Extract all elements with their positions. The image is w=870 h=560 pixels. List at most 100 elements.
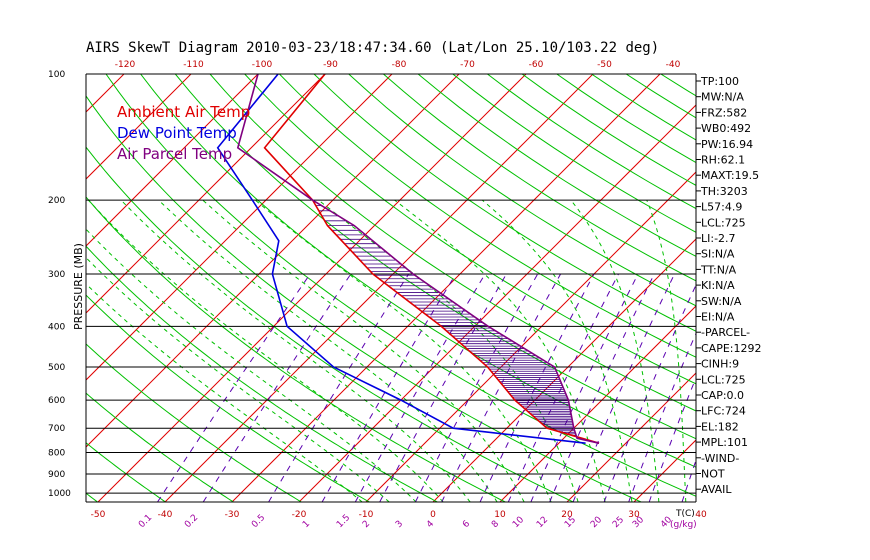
mixing-ratio-line [681,458,696,502]
mixing-ratio-tick-label: 1.5 [335,513,352,530]
sidebar-index-line: RH:62.1 [701,154,745,167]
dry-adiabat-line [209,74,696,412]
mixing-ratio-tick-label: 12 [535,515,550,530]
top-temp-tick-label: -40 [666,60,681,70]
mixing-ratio-line [479,273,595,502]
sidebar-index-line: TH:3203 [700,185,748,198]
bottom-temp-tick-label: -20 [292,510,307,520]
mixing-ratio-line [354,273,486,502]
dry-adiabat-line [140,74,696,468]
sidebar-index-line: FRZ:582 [701,106,747,119]
y-axis-label: PRESSURE (MB) [72,243,85,330]
pressure-tick-label: 200 [48,196,65,206]
isotherm-line [499,305,696,502]
moist-adiabat-line [646,200,687,502]
moist-adiabat-line [158,199,498,502]
top-temp-tick-label: -60 [529,60,544,70]
bottom-temp-tick-label: 0 [430,510,436,520]
series-air-parcel-temp [236,73,600,444]
dry-adiabat-line [86,146,574,502]
pressure-tick-label: 700 [48,424,65,434]
sidebar-index-line: MW:N/A [701,91,744,104]
moist-adiabat-line [394,199,606,502]
chart-title: AIRS SkewT Diagram 2010-03-23/18:47:34.6… [86,40,659,56]
moist-adiabat-line [482,199,633,502]
dry-adiabat-line [86,442,166,502]
mixing-ratio-line [572,273,675,502]
mixing-ratio-tick-label: 25 [611,515,626,530]
mixing-ratio-line [321,273,457,502]
sidebar-index-line: LCL:725 [701,373,746,386]
mixing-ratio-line [441,273,562,502]
isotherm-line [86,74,326,314]
series-lines [216,73,600,444]
mixing-ratio-tick-label: 8 [490,519,501,530]
dry-adiabat-line [279,74,696,358]
pressure-tick-label: 300 [48,270,65,280]
moist-adiabat-line [86,283,363,502]
mixing-ratio-tick-label: 2 [361,519,372,530]
mixing-ratio-tick-label: 0.5 [250,513,267,530]
bottom-temp-tick-label: 40 [695,510,707,520]
legend-entry: Dew Point Temp [117,124,237,142]
mixing-ratio-line [628,332,696,502]
dry-adiabat-line [348,74,696,307]
mixing-ratio-line [379,273,507,502]
isotherm-line [86,74,259,247]
sidebar-index-line: -PARCEL- [701,326,750,339]
moist-adiabat-line [202,199,525,502]
sidebar-index-line: -WIND- [701,452,739,465]
bottom-temp-tick-label: 10 [494,510,506,520]
cape-hatch [315,205,577,436]
moist-adiabat-line [570,199,660,502]
dry-adiabat-line [383,74,696,282]
sidebar-index-line: SI:N/A [701,248,735,261]
dry-adiabat-line [417,74,696,257]
isotherm-line [86,74,460,448]
pressure-tick-label: 400 [48,322,65,332]
sidebar-index-line: KI:N/A [701,279,735,292]
moist-adiabat-line [86,228,417,502]
sidebar-index-line: CAP:0.0 [701,389,744,402]
isotherm-line [768,74,870,502]
pressure-tick-label: 500 [48,363,65,373]
isotherm-line [298,104,696,502]
isotherm-line [0,74,57,502]
mixing-ratio-line [157,273,311,502]
mixing-ratio-line [603,283,696,502]
sidebar-index-line: NOT [701,468,725,481]
mixing-ratio-tick-label: 4 [425,519,436,530]
moist-adiabat-line [88,199,444,502]
mixing-ratio-unit: (g/kg) [670,520,697,530]
series-ambient-air-temp [263,73,600,444]
sidebar-index-line: WB0:492 [701,122,751,135]
mixing-ratio-tick-label: 3 [394,519,405,530]
sidebar-indices: TP:100 MW:N/A FRZ:582 WB0:492 PW:16.94 RH:62.… [696,75,762,496]
legend-entry: Air Parcel Temp [117,145,232,163]
isotherm-line [86,74,125,113]
axis-frame [85,73,697,503]
sidebar-index-line: MAXT:19.5 [701,169,759,182]
top-temp-tick-label: -100 [252,60,273,70]
mixing-ratio-line [549,273,655,502]
dry-adiabat-line [86,294,370,502]
sidebar-index-line: CAPE:1292 [701,342,762,355]
dry-adiabat-line [86,392,234,502]
pressure-tick-label: 800 [48,449,65,459]
pressure-tick-label: 1000 [48,489,71,499]
sidebar-index-line: TT:N/A [700,263,737,276]
top-temp-tick-label: -90 [323,60,338,70]
mixing-ratio-tick-label: 6 [461,519,472,530]
top-temp-tick-label: -70 [460,60,475,70]
dry-adiabat-line [313,74,696,332]
bottom-temp-tick-label: 20 [561,510,573,520]
mixing-ratio-line [414,273,539,502]
sidebar-index-line: LCL:725 [701,216,746,229]
dry-adiabat-line [244,74,696,385]
dry-adiabat-line [0,74,30,502]
isotherm-line [365,171,696,502]
mixing-ratio-line [268,273,410,502]
pressure-tick-label: 600 [48,396,65,406]
legend: Ambient Air Temp Dew Point Temp Air Parcel… [117,103,250,163]
